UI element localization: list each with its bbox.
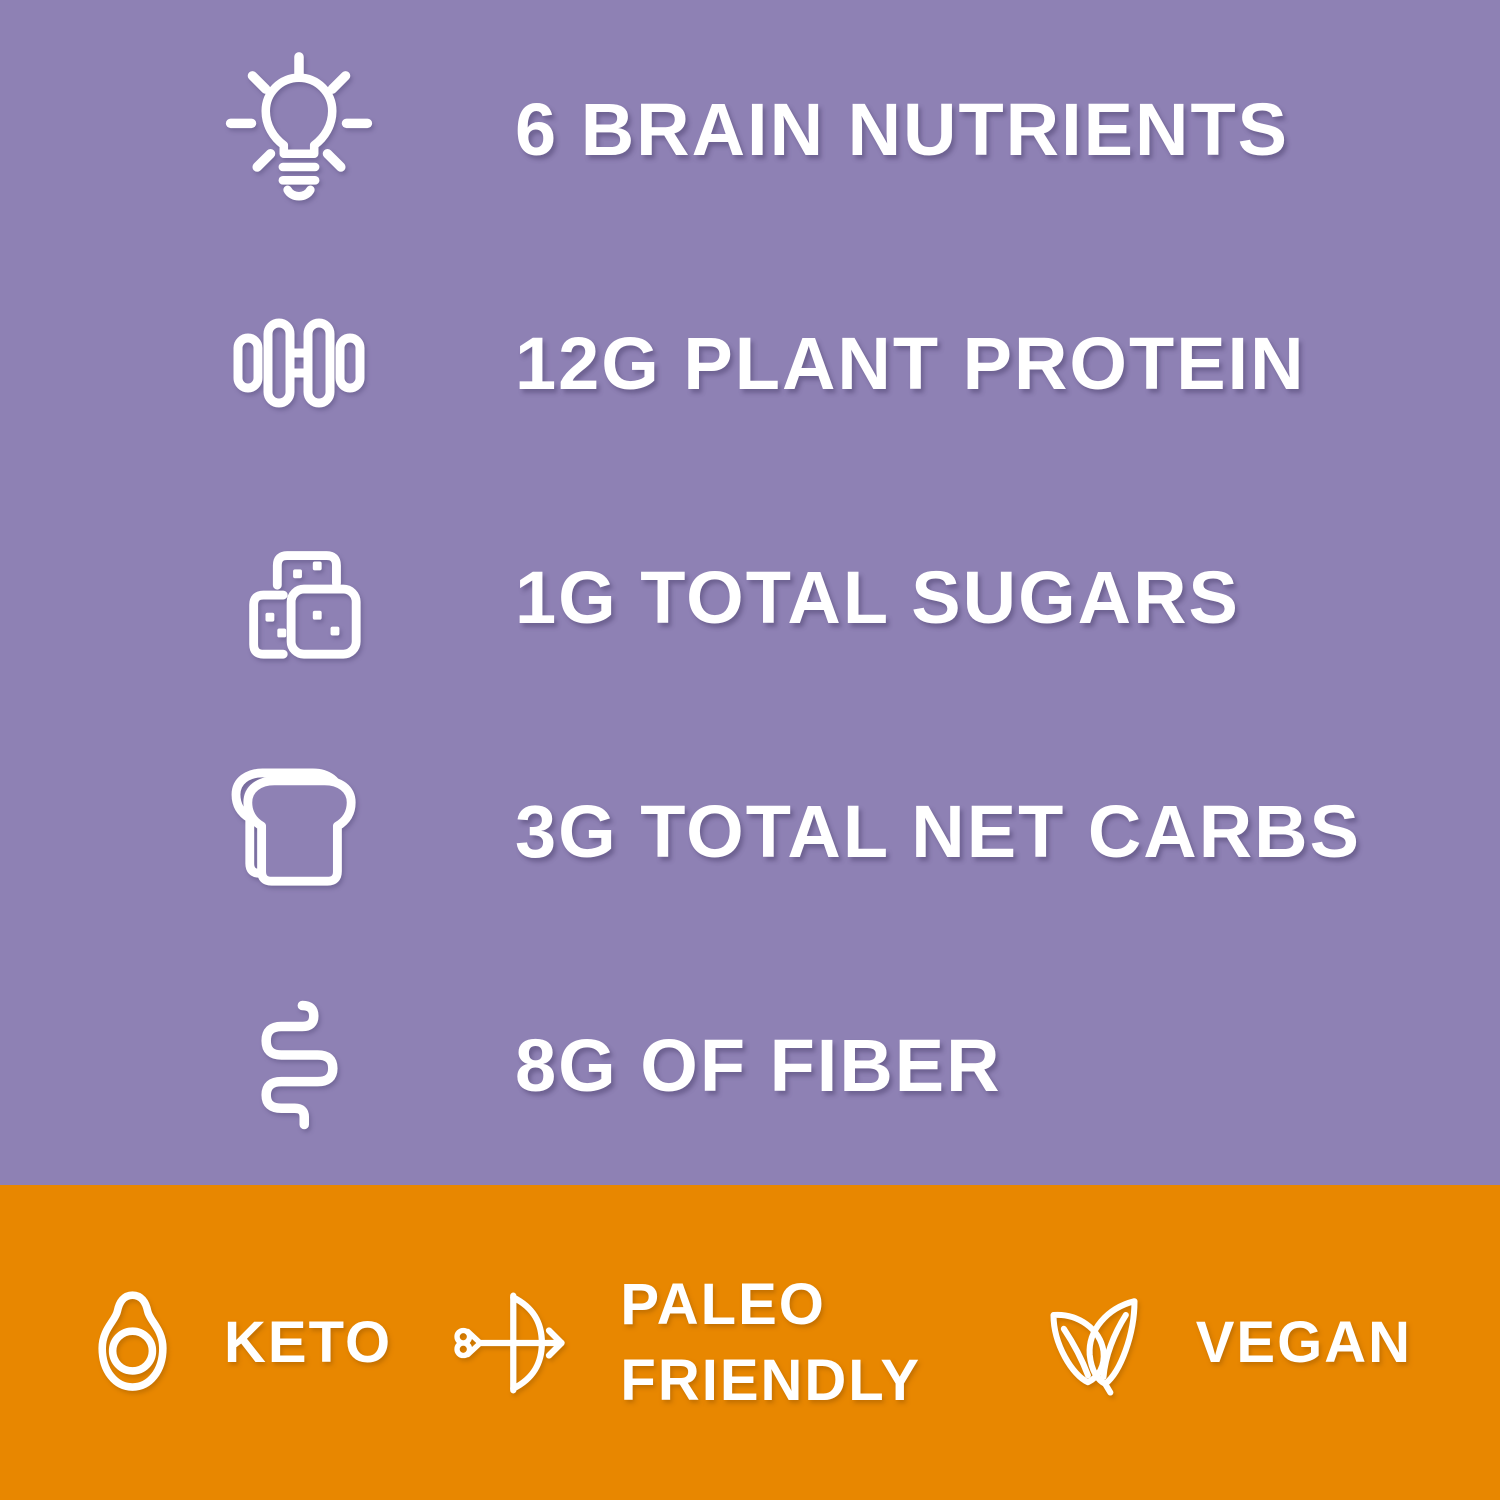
feature-row-plant-protein: 12G PLANT PROTEIN — [0, 246, 1500, 480]
feature-label: 8G OF FIBER — [515, 1023, 1002, 1107]
feature-label: 6 BRAIN NUTRIENTS — [515, 87, 1290, 171]
leaves-icon — [1038, 1289, 1150, 1397]
badge-keto: KETO — [88, 1288, 392, 1398]
badge-label: VEGAN — [1195, 1309, 1412, 1375]
feature-label: 3G TOTAL NET CARBS — [515, 789, 1361, 873]
avocado-icon — [88, 1288, 178, 1398]
feature-row-total-sugars: 1G TOTAL SUGARS — [0, 480, 1500, 714]
bow-arrow-icon — [449, 1284, 574, 1402]
badge-label: PALEO FRIENDLY — [620, 1272, 922, 1413]
lightbulb-icon — [183, 51, 415, 208]
feature-row-fiber: 8G OF FIBER — [0, 948, 1500, 1182]
badge-paleo-friendly: PALEO FRIENDLY — [449, 1267, 980, 1418]
feature-row-brain-nutrients: 6 BRAIN NUTRIENTS — [0, 12, 1500, 246]
feature-label: 12G PLANT PROTEIN — [515, 321, 1306, 405]
badge-label: KETO — [224, 1309, 393, 1375]
bread-icon — [183, 767, 415, 895]
dumbbell-icon — [183, 313, 415, 413]
badge-vegan: VEGAN — [1038, 1289, 1412, 1397]
intestine-icon — [183, 996, 415, 1134]
sugar-cubes-icon — [183, 528, 415, 666]
feature-section: 6 BRAIN NUTRIENTS 12G PLANT PROTEIN — [0, 0, 1500, 1185]
feature-row-net-carbs: 3G TOTAL NET CARBS — [0, 714, 1500, 948]
feature-label: 1G TOTAL SUGARS — [515, 555, 1240, 639]
diet-badge-bar: KETO PALEO FRIEN — [0, 1185, 1500, 1500]
